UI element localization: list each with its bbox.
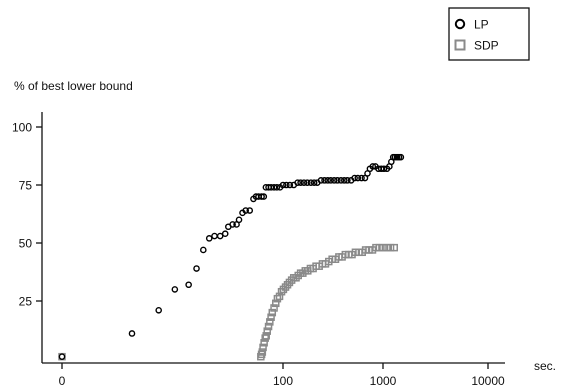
y-ticks: 25 50 75 100 [12, 121, 42, 309]
legend-sdp-label: SDP [474, 39, 499, 53]
lp-point [354, 174, 362, 182]
lp-point [380, 165, 388, 173]
lp-point [337, 177, 345, 184]
axes: % of best lower bound sec. [14, 79, 556, 373]
y-tick-label: 75 [19, 179, 33, 193]
lp-point [330, 177, 338, 184]
legend-sdp-marker [454, 39, 466, 51]
x-tick-label: 10000 [471, 374, 505, 388]
lp-point [351, 174, 358, 182]
lp-point [358, 174, 365, 182]
legend-lp-marker [454, 18, 466, 30]
lp-point [216, 232, 224, 240]
sdp-point [266, 318, 274, 326]
legend-box [448, 7, 530, 61]
x-axis-title: sec. [534, 359, 556, 373]
y-axis-title: % of best lower bound [14, 79, 133, 93]
lp-point [300, 179, 308, 186]
sdp-point [390, 243, 399, 252]
sdp-point [260, 339, 268, 347]
series-sdp [58, 243, 399, 361]
lp-point [324, 177, 332, 184]
lp-point [334, 177, 341, 184]
lp-point [294, 179, 301, 186]
lp-point [344, 177, 351, 184]
lp-point [270, 184, 278, 191]
sdp-point [270, 304, 278, 312]
y-tick-label: 100 [12, 121, 32, 135]
lp-point [229, 221, 236, 228]
lp-point [310, 179, 318, 186]
lp-point [279, 181, 287, 189]
lp-point [273, 184, 281, 191]
sdp-point [268, 308, 277, 317]
lp-point [155, 306, 162, 314]
sdp-point [267, 313, 275, 321]
lp-point [128, 330, 136, 337]
legend: LP SDP [448, 7, 530, 61]
sdp-point [263, 327, 271, 335]
x-tick-label: 1000 [370, 374, 397, 388]
sdp-point [259, 343, 267, 352]
lp-point [283, 181, 290, 189]
series-lp [58, 153, 405, 360]
legend-lp-label: LP [474, 18, 489, 32]
sdp-point [262, 332, 270, 340]
lp-point [235, 216, 243, 224]
sdp-point [379, 243, 387, 252]
lp-point [397, 153, 405, 161]
lp-point [193, 265, 200, 272]
lp-point [260, 193, 268, 200]
x-ticks: 0 100 1000 10000 [59, 363, 505, 388]
lp-point [304, 179, 311, 186]
lp-point [205, 235, 213, 242]
y-tick-label: 25 [19, 295, 33, 309]
lp-point [307, 179, 315, 186]
sdp-point [264, 322, 273, 331]
lp-point [242, 207, 250, 214]
lp-point [221, 230, 229, 238]
x-tick-label: 100 [273, 374, 293, 388]
y-tick-label: 50 [19, 237, 33, 251]
lp-point [317, 177, 325, 184]
lp-point [185, 281, 192, 289]
lp-point [258, 193, 265, 200]
sdp-point [272, 299, 280, 308]
sdp-point [275, 292, 284, 301]
lp-point [200, 246, 207, 254]
lp-point [58, 353, 66, 360]
lp-point [321, 177, 328, 184]
lp-point [369, 163, 377, 170]
lp-point [391, 153, 399, 161]
lp-point [171, 286, 179, 293]
lp-point [246, 207, 254, 214]
x-tick-label: 0 [59, 374, 66, 388]
sdp-point [258, 348, 267, 356]
lp-point [327, 177, 335, 184]
lp-point [340, 177, 348, 184]
lp-point [286, 181, 294, 189]
lp-point [211, 232, 218, 240]
lp-point [297, 179, 304, 186]
